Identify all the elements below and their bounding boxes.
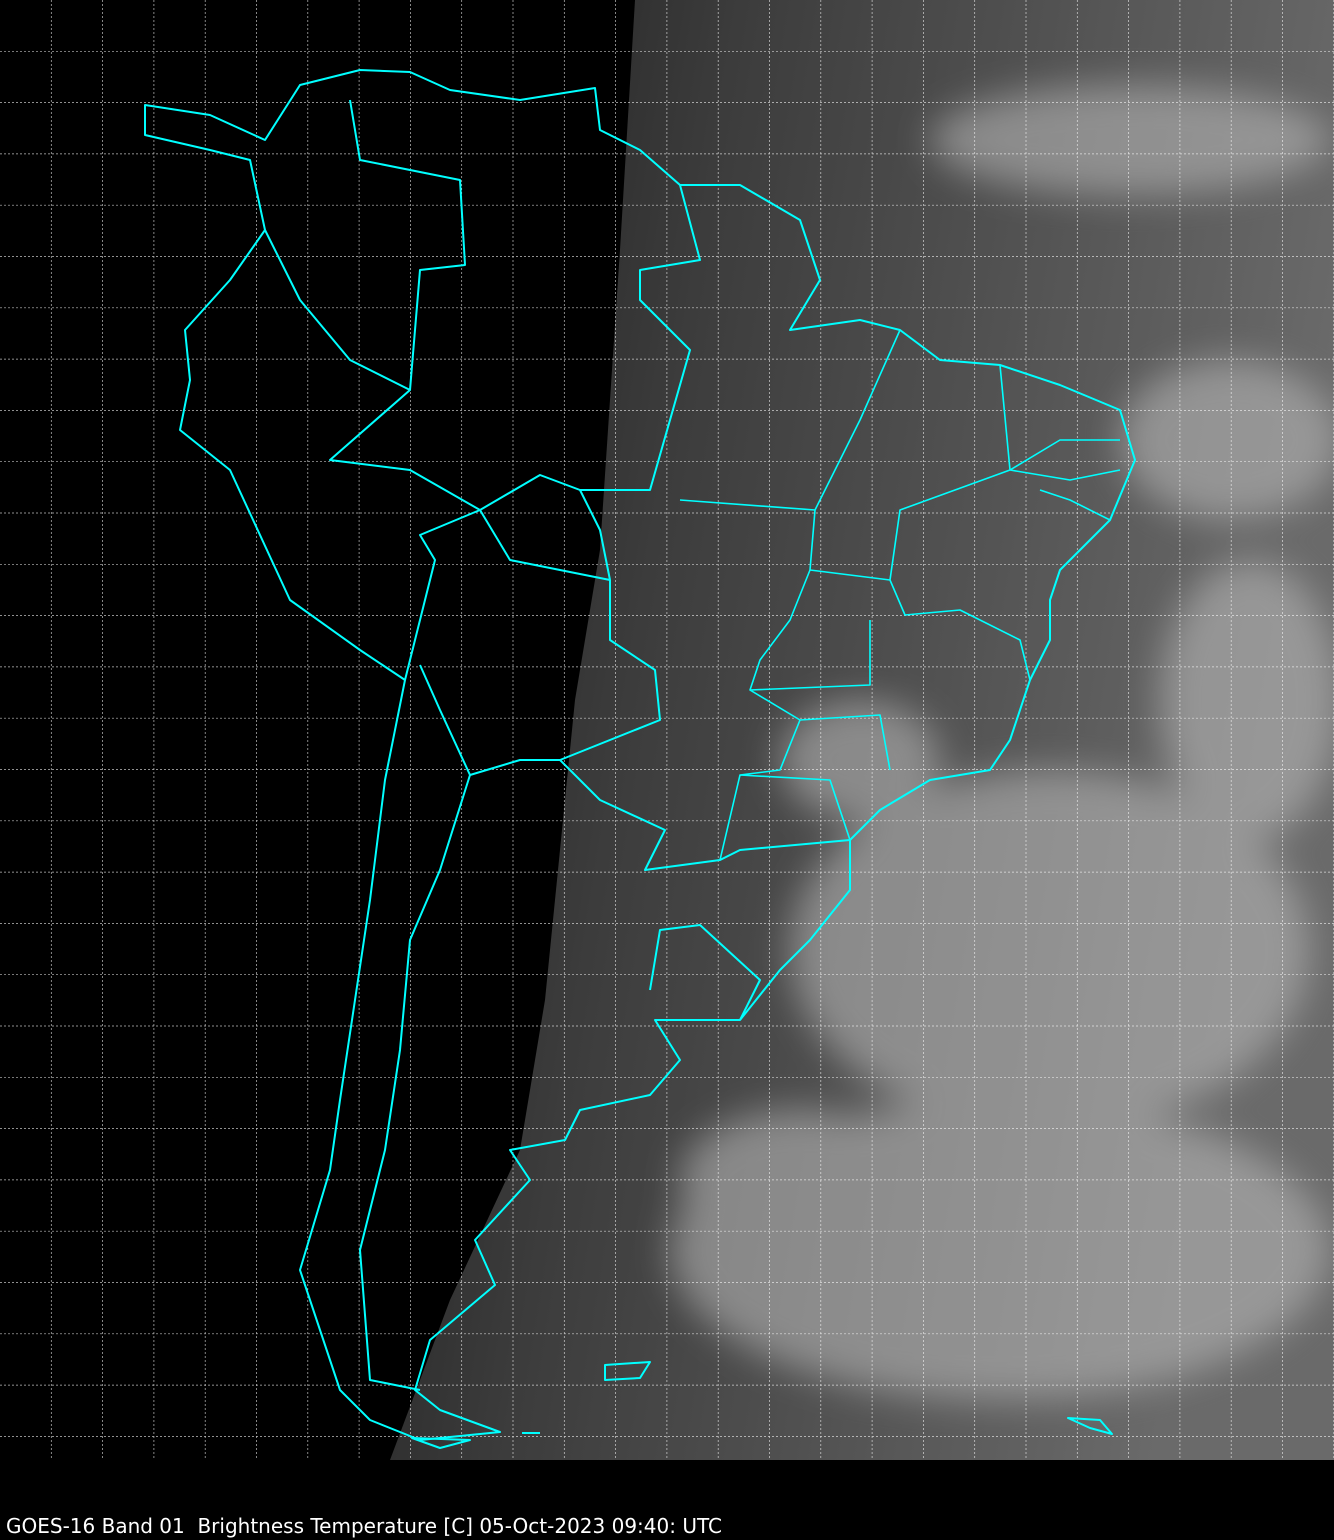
state-borders [679,329,1121,861]
country-borders [264,99,851,1391]
continent-outline [144,69,1136,1441]
lat-lon-grid [0,0,1334,1460]
coastline [144,69,1136,1449]
islands [411,1361,1113,1449]
satellite-map [0,0,1334,1460]
image-caption: GOES-16 Band 01 Brightness Temperature [… [6,1514,722,1538]
